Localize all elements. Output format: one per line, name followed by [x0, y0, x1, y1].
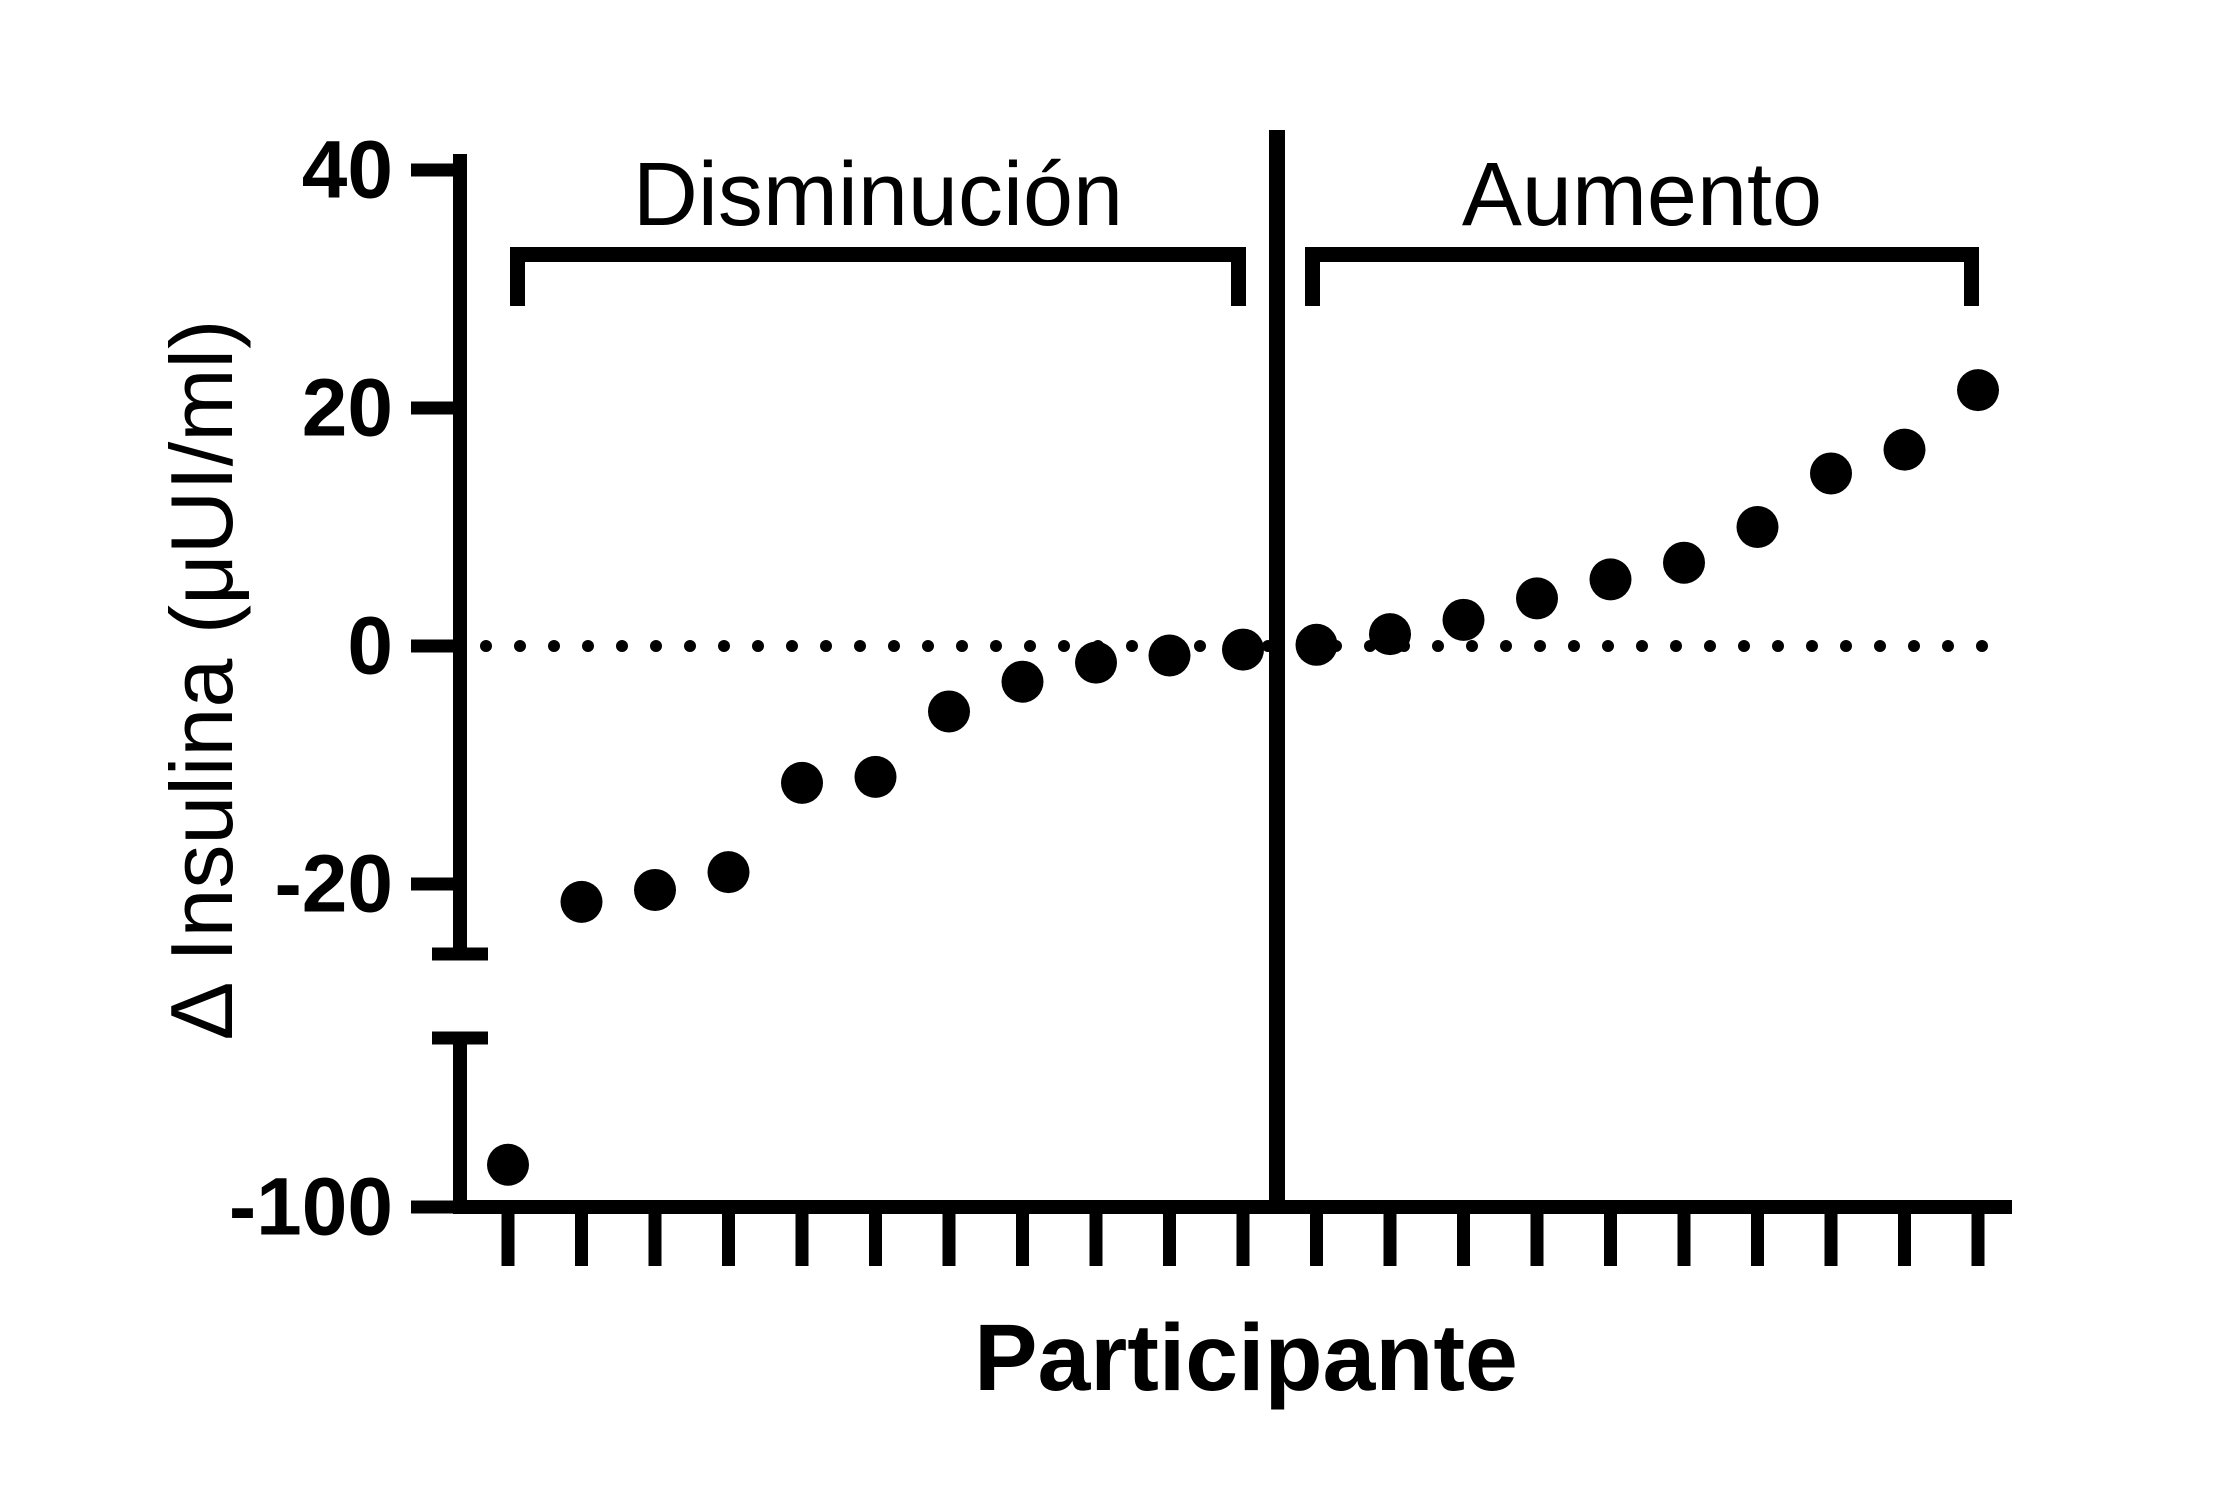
zero-line-dot — [1534, 640, 1546, 652]
data-point — [1075, 641, 1117, 684]
data-point — [781, 761, 823, 804]
zero-line-dot — [650, 640, 662, 652]
data-point — [1810, 452, 1852, 495]
data-point — [634, 868, 676, 911]
y-tick-label: 40 — [302, 125, 393, 216]
zero-line-dot — [1636, 640, 1648, 652]
zero-line-dot — [1840, 640, 1852, 652]
zero-line-dot — [1670, 640, 1682, 652]
zero-line-dot — [1126, 640, 1138, 652]
zero-line-dot — [922, 640, 934, 652]
axes — [411, 154, 2012, 1266]
zero-line-dot — [752, 640, 764, 652]
y-tick-label: 0 — [347, 601, 393, 692]
zero-line-dot — [1194, 640, 1206, 652]
zero-line-dot — [1874, 640, 1886, 652]
zero-line-dot — [1602, 640, 1614, 652]
zero-line-dot — [1432, 640, 1444, 652]
zero-line-dot — [514, 640, 526, 652]
bracket-end-right — [1231, 247, 1246, 306]
data-point — [1663, 541, 1705, 584]
bracket-bar — [1305, 247, 1979, 262]
data-point — [1516, 577, 1558, 620]
zero-line-dot — [854, 640, 866, 652]
zero-line-dot — [1806, 640, 1818, 652]
bracket-end-right — [1964, 247, 1979, 306]
zero-line-dot — [990, 640, 1002, 652]
zero-line-dot — [786, 640, 798, 652]
data-point — [928, 690, 970, 733]
y-tick-label: -100 — [229, 1162, 393, 1253]
zero-line-dot — [1772, 640, 1784, 652]
zero-line-dot — [1568, 640, 1580, 652]
data-point — [707, 851, 750, 894]
zero-line-dot — [1976, 640, 1988, 652]
zero-line-dot — [616, 640, 628, 652]
zero-line-dot — [718, 640, 730, 652]
data-point — [1883, 428, 1926, 471]
aumento-bracket — [1305, 247, 1979, 306]
y-axis-title: Δ Insulina (μUI/ml) — [152, 320, 251, 1041]
bracket-end-left — [510, 247, 525, 306]
data-point — [1295, 623, 1338, 666]
y-tick-labels: 40 20 0 -20 -100 — [229, 125, 393, 1253]
data-points — [487, 369, 1999, 1186]
zero-line-dot — [1908, 640, 1920, 652]
data-point — [560, 880, 603, 923]
zero-line-dot — [1704, 640, 1716, 652]
data-point — [1222, 628, 1264, 671]
zero-line-dot — [1500, 640, 1512, 652]
data-point — [487, 1143, 529, 1186]
y-tick-label: -20 — [274, 839, 393, 930]
data-point — [1442, 598, 1485, 641]
zero-line-dot — [820, 640, 832, 652]
zero-line-dot — [548, 640, 560, 652]
zero-line-dot — [888, 640, 900, 652]
data-point — [1369, 613, 1411, 656]
zero-line-dot — [582, 640, 594, 652]
data-point — [854, 755, 897, 798]
zero-line-dot — [684, 640, 696, 652]
data-point — [1589, 558, 1632, 601]
data-point — [1148, 634, 1191, 677]
zero-line-dot — [1738, 640, 1750, 652]
zero-line-dot — [1942, 640, 1954, 652]
zero-line-dot — [1058, 640, 1070, 652]
section-label-disminucion: Disminución — [633, 145, 1123, 245]
x-axis-title: Participante — [974, 1305, 1518, 1411]
data-point — [1957, 369, 1999, 412]
section-label-aumento: Aumento — [1462, 145, 1822, 245]
zero-line-dot — [1024, 640, 1036, 652]
zero-line-dot — [956, 640, 968, 652]
zero-line-dot — [1466, 640, 1478, 652]
y-tick-label: 20 — [302, 363, 393, 454]
data-point — [1001, 660, 1044, 703]
bracket-bar — [510, 247, 1246, 262]
disminucion-bracket — [510, 247, 1246, 306]
zero-line-dot — [480, 640, 492, 652]
bracket-end-left — [1305, 247, 1320, 306]
data-point — [1736, 506, 1779, 548]
